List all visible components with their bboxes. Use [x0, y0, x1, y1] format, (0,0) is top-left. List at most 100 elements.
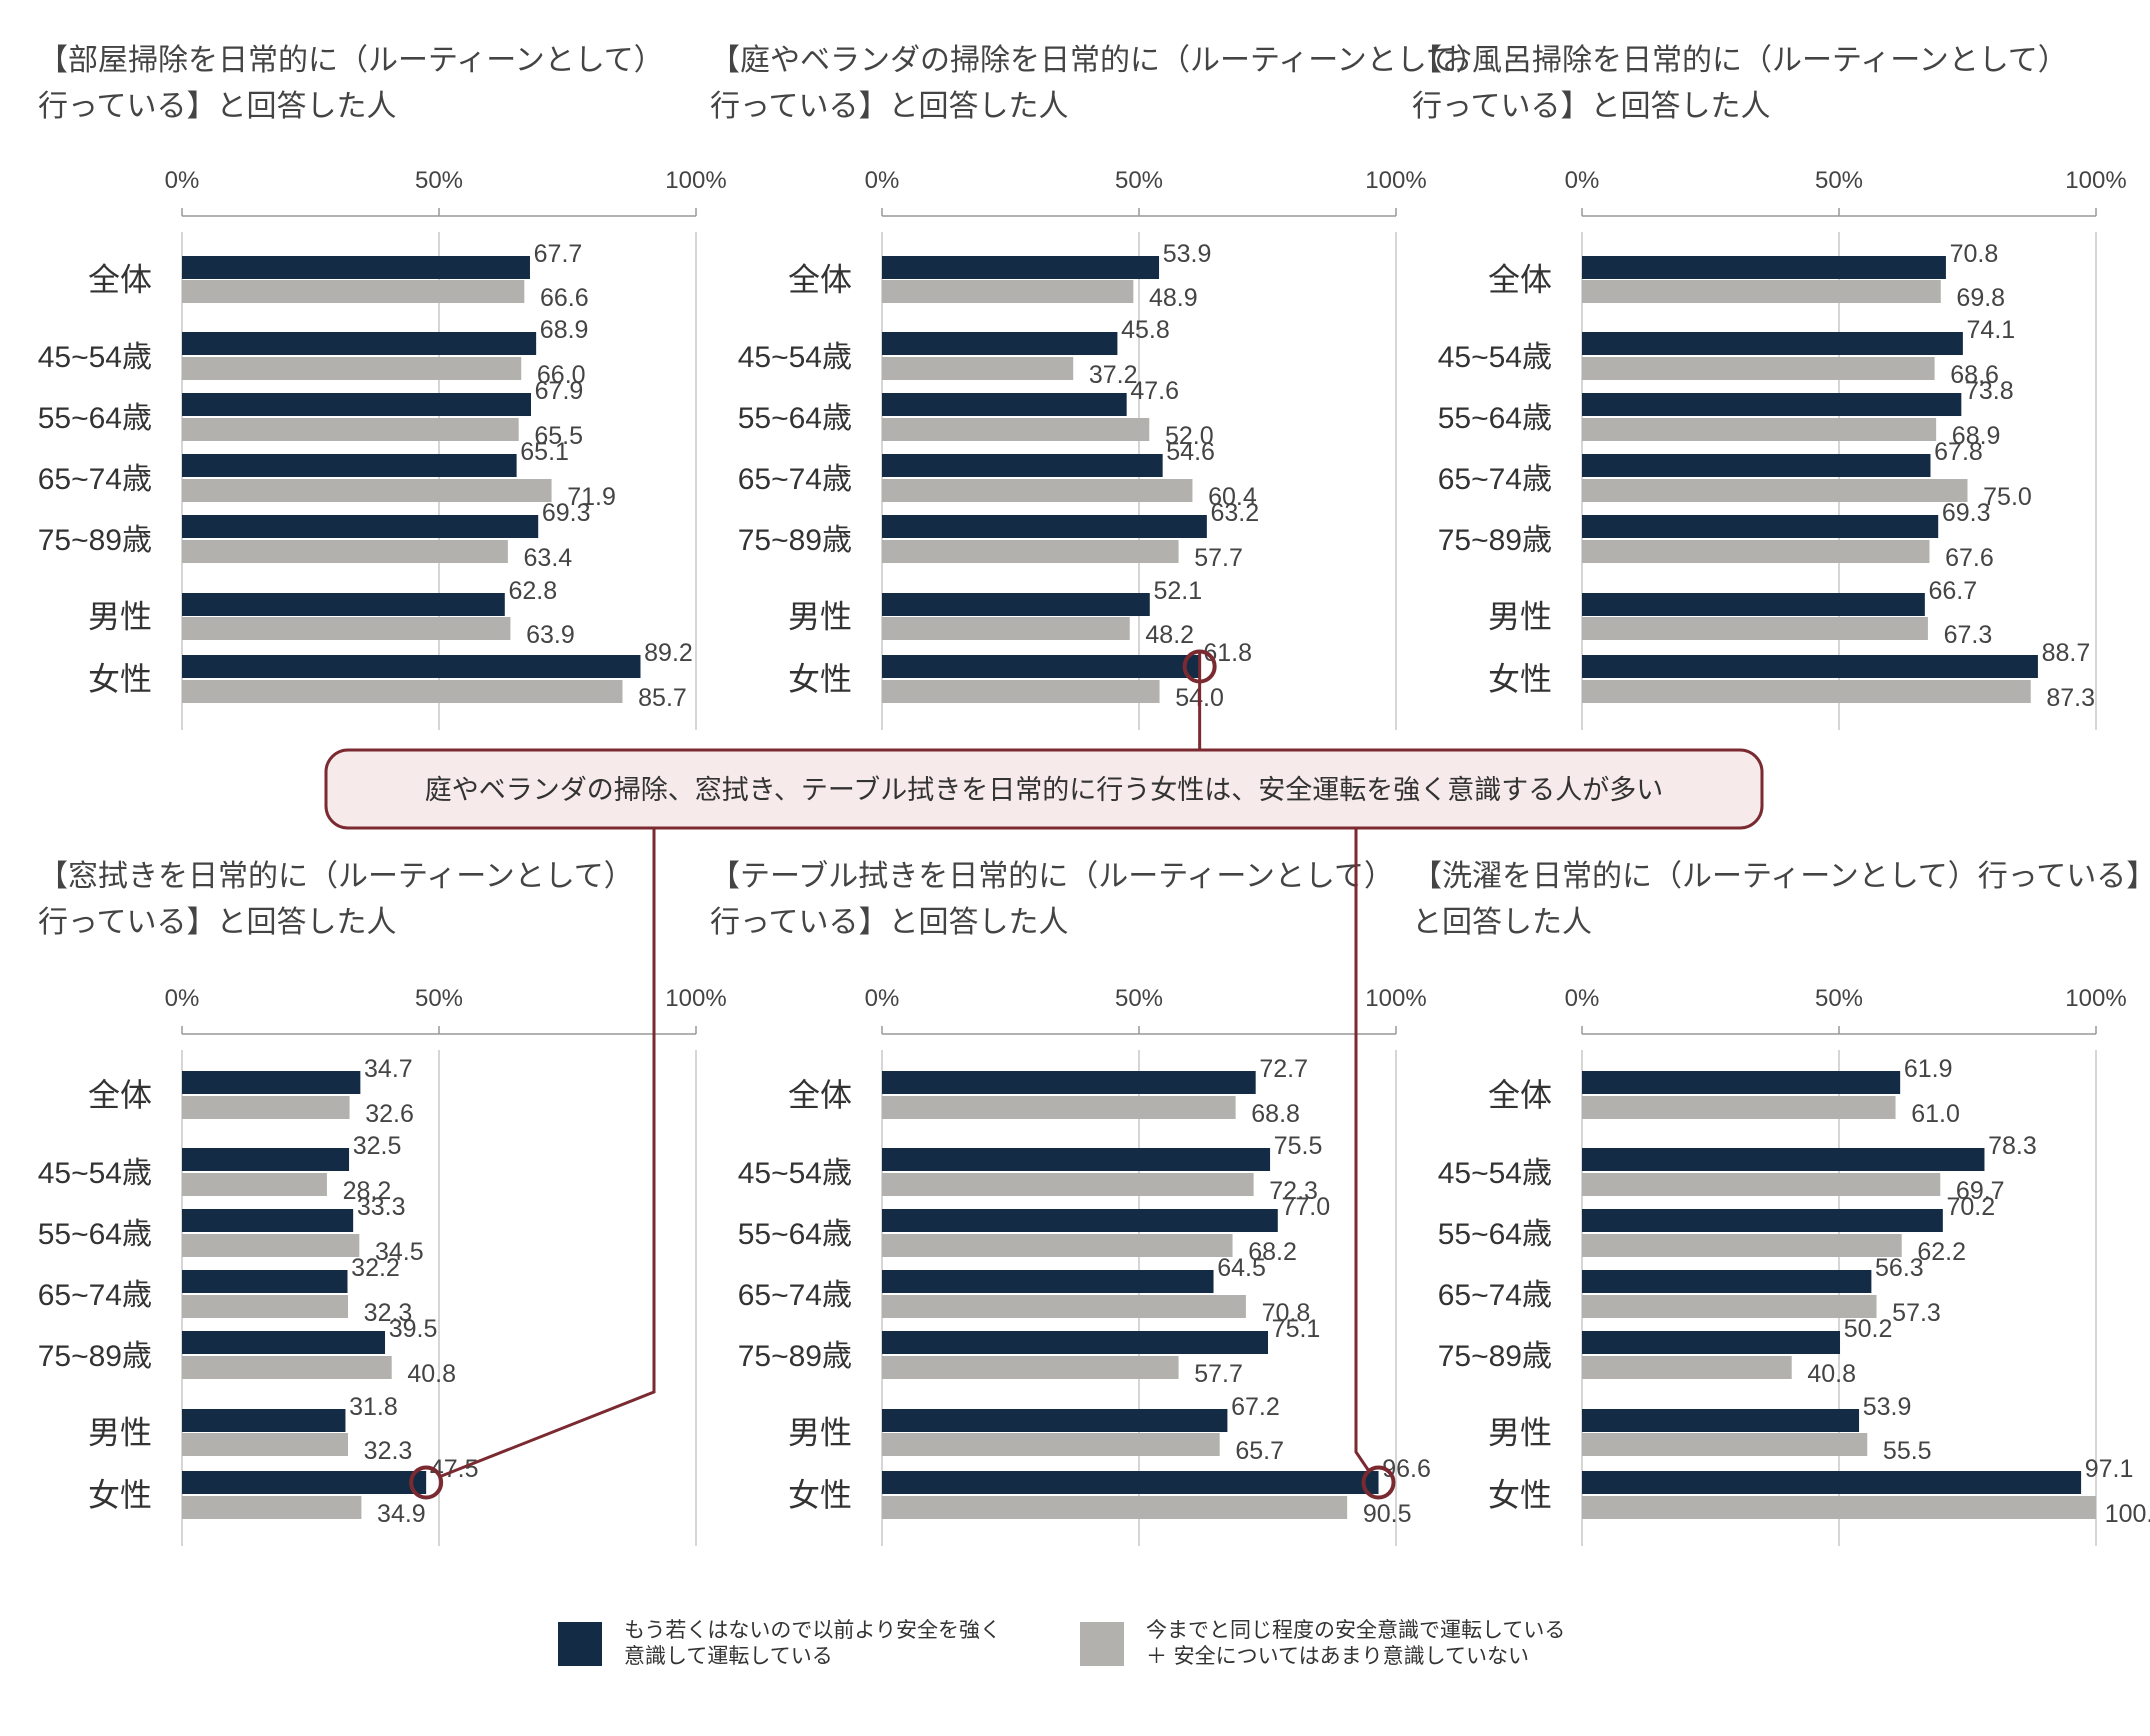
value-label-series-b: 67.3	[1944, 621, 1993, 649]
category-label: 女性	[1488, 660, 1552, 698]
category-label: 65~74歳	[38, 463, 152, 496]
bar-series-a	[882, 1331, 1269, 1354]
value-label-series-b: 71.9	[567, 483, 616, 511]
category-label: 45~54歳	[738, 341, 852, 374]
bar-series-b	[882, 418, 1150, 441]
callout-text: 庭やベランダの掃除、窓拭き、テーブル拭きを日常的に行う女性は、安全運転を強く意識…	[425, 775, 1664, 806]
x-axis-tick-label: 0%	[165, 167, 200, 194]
chart-title-line: 【部屋掃除を日常的に（ルーティーンとして）	[38, 43, 664, 78]
chart-title-line: と回答した人	[1412, 905, 1592, 940]
bar-series-a	[1582, 256, 1946, 279]
bar-series-b	[182, 1234, 360, 1257]
category-label: 45~54歳	[38, 341, 152, 374]
bar-series-a	[882, 655, 1200, 678]
bar-series-b	[182, 617, 511, 640]
x-axis-tick-label: 100%	[665, 985, 726, 1012]
value-label-series-a: 62.8	[508, 577, 557, 605]
value-label-series-a: 67.8	[1934, 438, 1983, 466]
x-axis-tick-label: 100%	[665, 167, 726, 194]
callout-connector-line	[439, 828, 656, 1478]
bar-series-a	[882, 332, 1118, 355]
value-label-series-b: 69.7	[1956, 1177, 2005, 1205]
bar-series-a	[182, 1148, 350, 1171]
x-axis-tick-label: 50%	[415, 167, 463, 194]
chart-title-line: 行っている】と回答した人	[710, 905, 1069, 940]
value-label-series-a: 63.2	[1211, 499, 1260, 527]
value-label-series-a: 75.1	[1272, 1315, 1321, 1343]
value-label-series-b: 28.2	[343, 1177, 392, 1205]
bar-series-b	[182, 479, 552, 502]
bar-series-a	[182, 515, 539, 538]
value-label-series-a: 47.6	[1130, 377, 1179, 405]
value-label-series-b: 85.7	[638, 684, 687, 712]
category-label: 男性	[88, 1414, 152, 1452]
value-label-series-b: 68.2	[1248, 1238, 1297, 1266]
bar-series-a	[182, 256, 530, 279]
value-label-series-b: 68.8	[1251, 1100, 1300, 1128]
category-label: 55~64歳	[38, 402, 152, 435]
chart-title-line: 行っている】と回答した人	[1412, 89, 1771, 124]
chart-title-line: 行っている】と回答した人	[710, 89, 1069, 124]
bar-series-a	[882, 256, 1160, 279]
bar-series-a	[882, 515, 1207, 538]
x-axis-tick-label: 50%	[1115, 985, 1163, 1012]
bar-series-a	[1582, 1409, 1860, 1432]
value-label-series-a: 97.1	[2085, 1455, 2134, 1483]
value-label-series-b: 65.5	[534, 422, 583, 450]
category-label: 45~54歳	[1438, 341, 1552, 374]
bar-series-b	[182, 280, 525, 303]
x-axis-tick-label: 100%	[2065, 167, 2126, 194]
category-label: 女性	[1488, 1476, 1552, 1514]
x-axis-tick-label: 0%	[1565, 985, 1600, 1012]
value-label-series-b: 61.0	[1911, 1100, 1960, 1128]
value-label-series-b: 100.0	[2105, 1500, 2150, 1528]
bar-series-b	[882, 280, 1134, 303]
bar-series-b	[1582, 1173, 1941, 1196]
bar-series-a	[882, 1071, 1256, 1094]
category-label: 65~74歳	[1438, 1279, 1552, 1312]
x-axis-tick-label: 50%	[1815, 985, 1863, 1012]
value-label-series-a: 32.5	[353, 1132, 402, 1160]
bar-series-a	[1582, 454, 1931, 477]
bar-series-a	[1582, 1209, 1943, 1232]
value-label-series-b: 52.0	[1165, 422, 1214, 450]
value-label-series-b: 48.2	[1145, 621, 1194, 649]
bar-series-b	[882, 479, 1193, 502]
bar-series-a	[1582, 1331, 1841, 1354]
value-label-series-b: 40.8	[407, 1360, 456, 1388]
value-label-series-a: 67.2	[1231, 1393, 1280, 1421]
value-label-series-b: 87.3	[2046, 684, 2095, 712]
category-label: 女性	[788, 1476, 852, 1514]
value-label-series-b: 32.3	[364, 1437, 413, 1465]
bar-series-a	[1582, 515, 1939, 538]
chart-panel-2: 【庭やベランダの掃除を日常的に（ルーティーンとして） 行っている】と回答した人 0%…	[710, 43, 1486, 730]
x-axis-tick-label: 0%	[165, 985, 200, 1012]
legend-label-series-a-line-1: もう若くはないので以前より安全を強く	[624, 1618, 1001, 1642]
x-axis-tick-label: 0%	[865, 985, 900, 1012]
value-label-series-a: 45.8	[1121, 316, 1170, 344]
value-label-series-b: 48.9	[1149, 284, 1198, 312]
value-label-series-b: 66.0	[537, 361, 586, 389]
legend-item-series-a: もう若くはないので以前より安全を強く 意識して運転している	[558, 1618, 1001, 1668]
bar-series-b	[882, 357, 1074, 380]
category-label: 女性	[88, 660, 152, 698]
category-label: 女性	[88, 1476, 152, 1514]
bar-series-a	[182, 393, 532, 416]
value-label-series-a: 32.2	[351, 1254, 400, 1282]
category-label: 75~89歳	[738, 1340, 852, 1373]
bar-series-a	[1582, 1148, 1985, 1171]
highlight-marker	[1361, 1465, 1396, 1500]
chart-panel-3: 【お風呂掃除を日常的に（ルーティーンとして） 行っている】と回答した人 0% 50% 1…	[1412, 43, 2127, 730]
category-label: 65~74歳	[738, 463, 852, 496]
category-label: 55~64歳	[1438, 1218, 1552, 1251]
legend-swatch-series-b	[1080, 1622, 1124, 1666]
callout-connector-line	[1354, 828, 1370, 1472]
value-label-series-a: 54.6	[1166, 438, 1215, 466]
legend-item-series-b: 今までと同じ程度の安全意識で運転している ＋ 安全についてはあまり意識していない	[1080, 1618, 1565, 1668]
value-label-series-a: 78.3	[1988, 1132, 2037, 1160]
value-label-series-a: 72.7	[1259, 1055, 1308, 1083]
value-label-series-a: 74.1	[1967, 316, 2016, 344]
value-label-series-a: 70.8	[1950, 240, 1999, 268]
bar-series-a	[1582, 1270, 1872, 1293]
bar-series-b	[882, 1295, 1246, 1318]
